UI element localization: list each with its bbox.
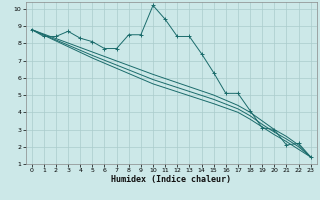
X-axis label: Humidex (Indice chaleur): Humidex (Indice chaleur) — [111, 175, 231, 184]
